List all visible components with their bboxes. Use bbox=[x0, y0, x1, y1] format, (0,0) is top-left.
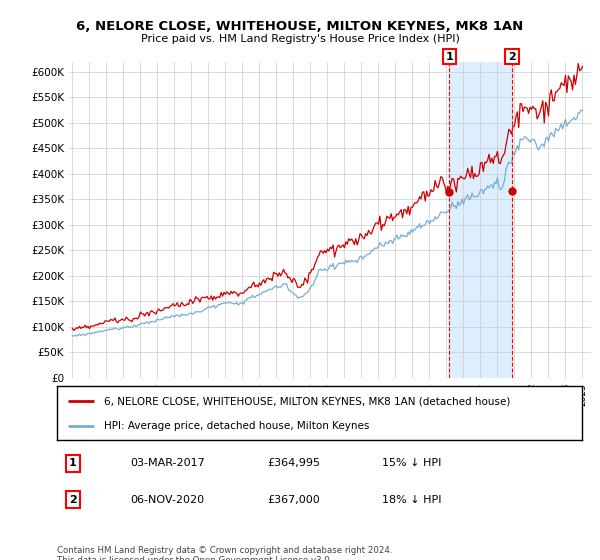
Bar bbox=[449, 62, 512, 378]
Text: HPI: Average price, detached house, Milton Keynes: HPI: Average price, detached house, Milt… bbox=[104, 421, 370, 431]
Text: 6, NELORE CLOSE, WHITEHOUSE, MILTON KEYNES, MK8 1AN (detached house): 6, NELORE CLOSE, WHITEHOUSE, MILTON KEYN… bbox=[104, 396, 511, 407]
Text: 1: 1 bbox=[445, 52, 453, 62]
Text: Contains HM Land Registry data © Crown copyright and database right 2024.
This d: Contains HM Land Registry data © Crown c… bbox=[57, 546, 392, 560]
Text: 06-NOV-2020: 06-NOV-2020 bbox=[131, 495, 205, 505]
Text: 03-MAR-2017: 03-MAR-2017 bbox=[131, 459, 205, 468]
Text: 1: 1 bbox=[69, 459, 77, 468]
Text: 2: 2 bbox=[69, 495, 77, 505]
Text: 15% ↓ HPI: 15% ↓ HPI bbox=[383, 459, 442, 468]
Text: 18% ↓ HPI: 18% ↓ HPI bbox=[383, 495, 442, 505]
Text: 2: 2 bbox=[508, 52, 516, 62]
Text: Price paid vs. HM Land Registry's House Price Index (HPI): Price paid vs. HM Land Registry's House … bbox=[140, 34, 460, 44]
Text: £367,000: £367,000 bbox=[267, 495, 320, 505]
Text: 6, NELORE CLOSE, WHITEHOUSE, MILTON KEYNES, MK8 1AN: 6, NELORE CLOSE, WHITEHOUSE, MILTON KEYN… bbox=[76, 20, 524, 32]
Text: £364,995: £364,995 bbox=[267, 459, 320, 468]
